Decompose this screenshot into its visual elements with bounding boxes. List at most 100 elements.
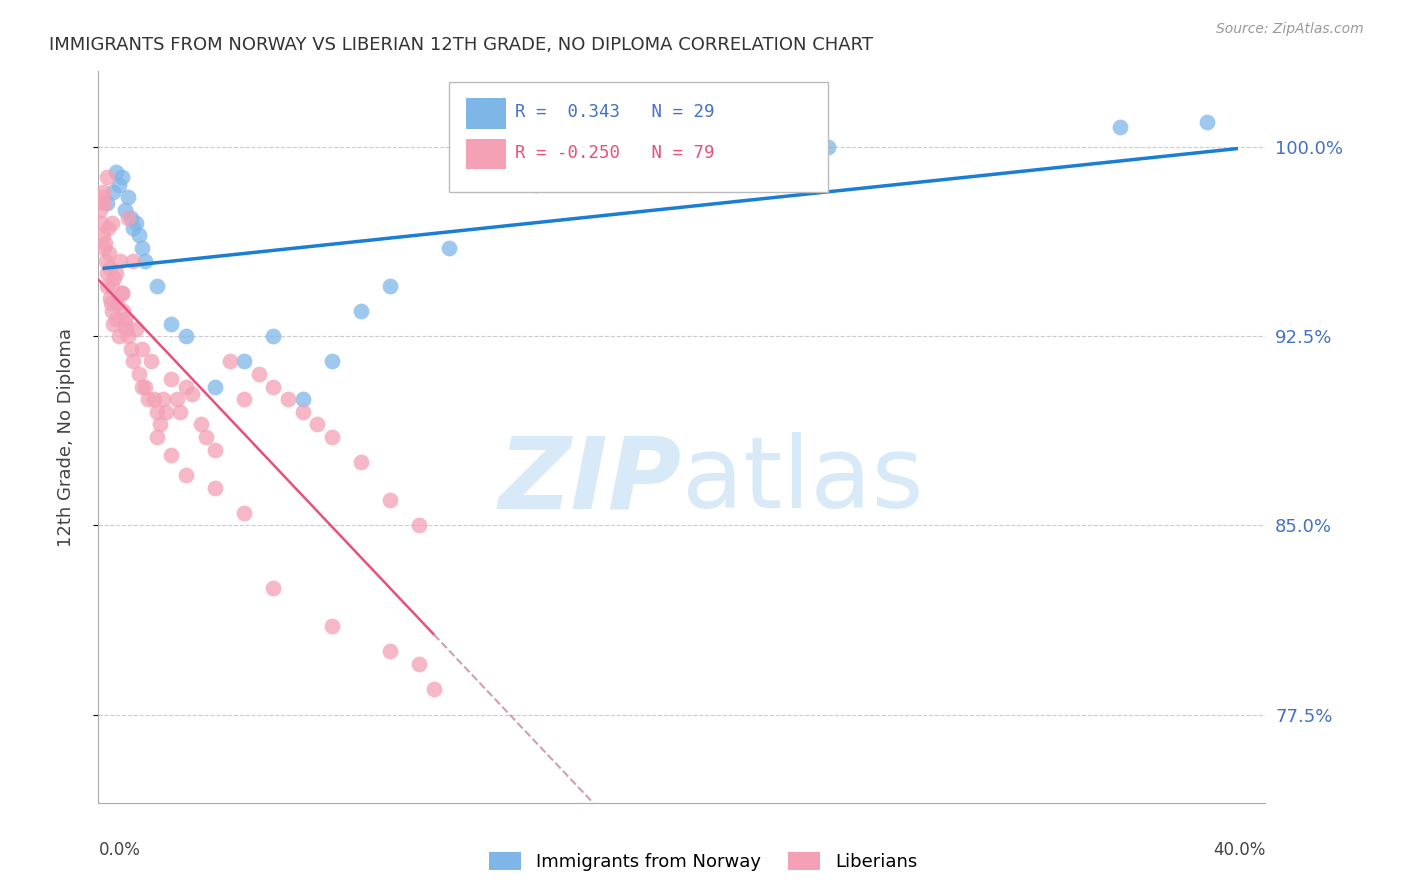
Point — [142, 392, 165, 407]
Point — [131, 379, 153, 393]
Point — [96, 278, 118, 293]
Point — [160, 372, 183, 386]
Point — [104, 311, 127, 326]
Point — [408, 518, 430, 533]
Point — [101, 317, 124, 331]
Point — [101, 186, 124, 200]
Point — [378, 644, 402, 658]
Point — [110, 253, 132, 268]
Point — [378, 278, 402, 293]
FancyBboxPatch shape — [449, 82, 828, 192]
Point — [131, 342, 153, 356]
Point — [104, 165, 127, 179]
Point — [128, 367, 150, 381]
Point — [93, 241, 115, 255]
Point — [146, 405, 169, 419]
Point — [378, 493, 402, 508]
Point — [1195, 115, 1218, 129]
Point — [166, 392, 188, 407]
Point — [128, 228, 150, 243]
Point — [321, 354, 343, 368]
Point — [104, 266, 127, 280]
Point — [108, 178, 131, 192]
Point — [94, 235, 117, 250]
Point — [112, 304, 135, 318]
Point — [96, 266, 118, 280]
Point — [155, 405, 177, 419]
Point — [117, 211, 139, 225]
Point — [120, 342, 142, 356]
Point — [105, 296, 128, 310]
Point — [291, 392, 314, 407]
Point — [218, 354, 240, 368]
Point — [174, 467, 197, 482]
Point — [131, 241, 153, 255]
Point — [1108, 120, 1130, 134]
Point — [321, 619, 343, 633]
Point — [98, 291, 121, 305]
Point — [262, 379, 284, 393]
Point — [160, 448, 183, 462]
Point — [180, 387, 202, 401]
Point — [169, 405, 191, 419]
Point — [114, 203, 136, 218]
Point — [111, 286, 134, 301]
Point — [96, 170, 118, 185]
Point — [233, 392, 256, 407]
FancyBboxPatch shape — [465, 138, 506, 169]
Point — [146, 430, 169, 444]
Point — [350, 304, 373, 318]
Point — [101, 304, 124, 318]
Point — [91, 186, 114, 200]
Point — [93, 195, 115, 210]
Point — [190, 417, 212, 432]
Point — [100, 296, 122, 310]
Point — [97, 220, 120, 235]
Point — [90, 190, 112, 204]
Point — [160, 317, 183, 331]
Point — [120, 211, 142, 225]
Point — [174, 329, 197, 343]
Point — [98, 261, 121, 276]
Point — [100, 278, 122, 293]
Point — [817, 140, 839, 154]
Point — [277, 392, 299, 407]
Point — [307, 417, 329, 432]
Point — [149, 417, 172, 432]
Point — [204, 481, 226, 495]
Point — [122, 354, 145, 368]
Point — [100, 216, 122, 230]
Point — [524, 178, 547, 192]
Point — [262, 582, 284, 596]
Point — [97, 246, 120, 260]
Point — [204, 442, 226, 457]
Point — [139, 354, 162, 368]
Point — [134, 379, 156, 393]
Legend: Immigrants from Norway, Liberians: Immigrants from Norway, Liberians — [482, 845, 924, 879]
Text: atlas: atlas — [682, 433, 924, 530]
Point — [204, 379, 226, 393]
Point — [122, 253, 145, 268]
Point — [108, 329, 131, 343]
Point — [91, 228, 114, 243]
Text: Source: ZipAtlas.com: Source: ZipAtlas.com — [1216, 22, 1364, 37]
Text: R =  0.343   N = 29: R = 0.343 N = 29 — [515, 103, 714, 121]
Point — [134, 253, 156, 268]
Text: 40.0%: 40.0% — [1213, 840, 1265, 859]
Point — [350, 455, 373, 469]
Point — [125, 216, 148, 230]
Text: R = -0.250   N = 79: R = -0.250 N = 79 — [515, 144, 714, 161]
Point — [89, 203, 111, 218]
Point — [136, 392, 159, 407]
Point — [321, 430, 343, 444]
Point — [408, 657, 430, 671]
Point — [262, 329, 284, 343]
Point — [233, 354, 256, 368]
FancyBboxPatch shape — [465, 98, 506, 129]
Point — [125, 321, 148, 335]
Point — [103, 271, 125, 285]
Point — [174, 379, 197, 393]
Point — [90, 216, 112, 230]
Point — [247, 367, 270, 381]
Point — [146, 278, 169, 293]
